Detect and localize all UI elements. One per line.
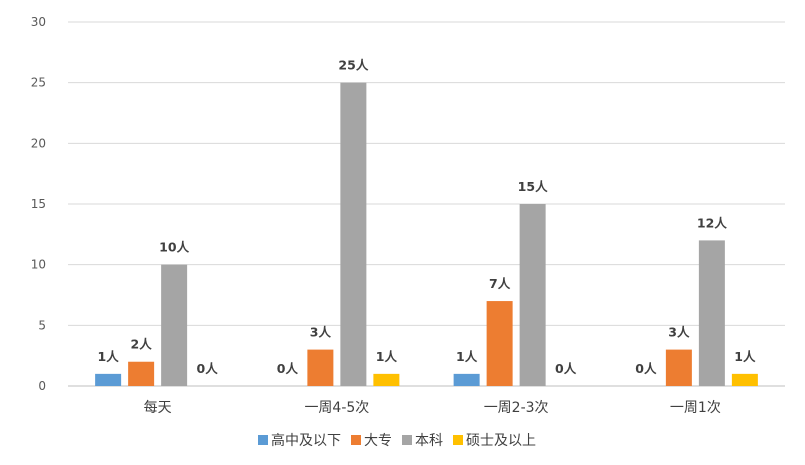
bar	[340, 82, 367, 387]
legend: 高中及以下 大专 本科 硕士及以上	[258, 432, 536, 449]
data-label: 1人	[734, 349, 756, 364]
bar	[665, 349, 692, 386]
y-tick-label: 30	[31, 15, 46, 29]
bars	[95, 82, 758, 387]
data-label: 12人	[697, 215, 727, 230]
bar	[453, 373, 480, 386]
data-label: 25人	[338, 58, 368, 73]
legend-label: 硕士及以上	[466, 433, 536, 449]
legend-label: 本科	[415, 433, 443, 449]
legend-item: 大专	[351, 433, 392, 449]
bar	[128, 361, 155, 386]
y-tick-label: 25	[31, 76, 46, 90]
y-tick-label: 5	[38, 318, 46, 332]
bar	[731, 373, 758, 386]
data-label: 3人	[668, 325, 690, 340]
bar	[95, 373, 122, 386]
y-tick-label: 0	[38, 379, 46, 393]
data-label: 1人	[98, 349, 120, 364]
category-label: 每天	[144, 400, 172, 416]
data-label: 2人	[131, 337, 153, 352]
bar	[307, 349, 334, 386]
category-label: 一周4-5次	[304, 400, 369, 416]
y-tick-label: 10	[31, 258, 46, 272]
category-label: 一周2-3次	[484, 400, 549, 416]
y-axis-ticks: 0 5 10 15 20 25 30	[31, 15, 46, 393]
legend-swatch	[402, 435, 412, 445]
data-label: 0人	[197, 361, 219, 376]
legend-item: 高中及以下	[258, 432, 341, 449]
data-label: 1人	[376, 349, 398, 364]
bar	[698, 240, 725, 386]
bar	[486, 301, 513, 386]
legend-swatch	[258, 435, 268, 445]
data-label: 3人	[310, 325, 332, 340]
legend-label: 大专	[364, 433, 392, 449]
data-labels: 1人 2人 10人 0人 0人 3人 25人 1人 1人 7人 15人 0人 0人 3人 12人 1人	[98, 58, 756, 376]
bar	[373, 373, 400, 386]
data-label: 0人	[635, 361, 657, 376]
legend-swatch	[453, 435, 463, 445]
legend-item: 硕士及以上	[453, 433, 536, 449]
grid-lines	[68, 21, 785, 387]
data-label: 7人	[489, 276, 511, 291]
data-label: 10人	[159, 240, 189, 255]
category-label: 一周1次	[670, 400, 721, 416]
x-axis-categories: 每天 一周4-5次 一周2-3次 一周1次	[144, 400, 721, 416]
legend-label: 高中及以下	[271, 432, 341, 449]
data-label: 0人	[277, 361, 299, 376]
bar	[161, 264, 188, 386]
y-tick-label: 15	[31, 197, 46, 211]
data-label: 0人	[555, 361, 577, 376]
legend-item: 本科	[402, 433, 443, 449]
y-tick-label: 20	[31, 136, 46, 150]
data-label: 15人	[518, 179, 548, 194]
data-label: 1人	[456, 349, 478, 364]
bar	[519, 204, 546, 386]
legend-swatch	[351, 435, 361, 445]
